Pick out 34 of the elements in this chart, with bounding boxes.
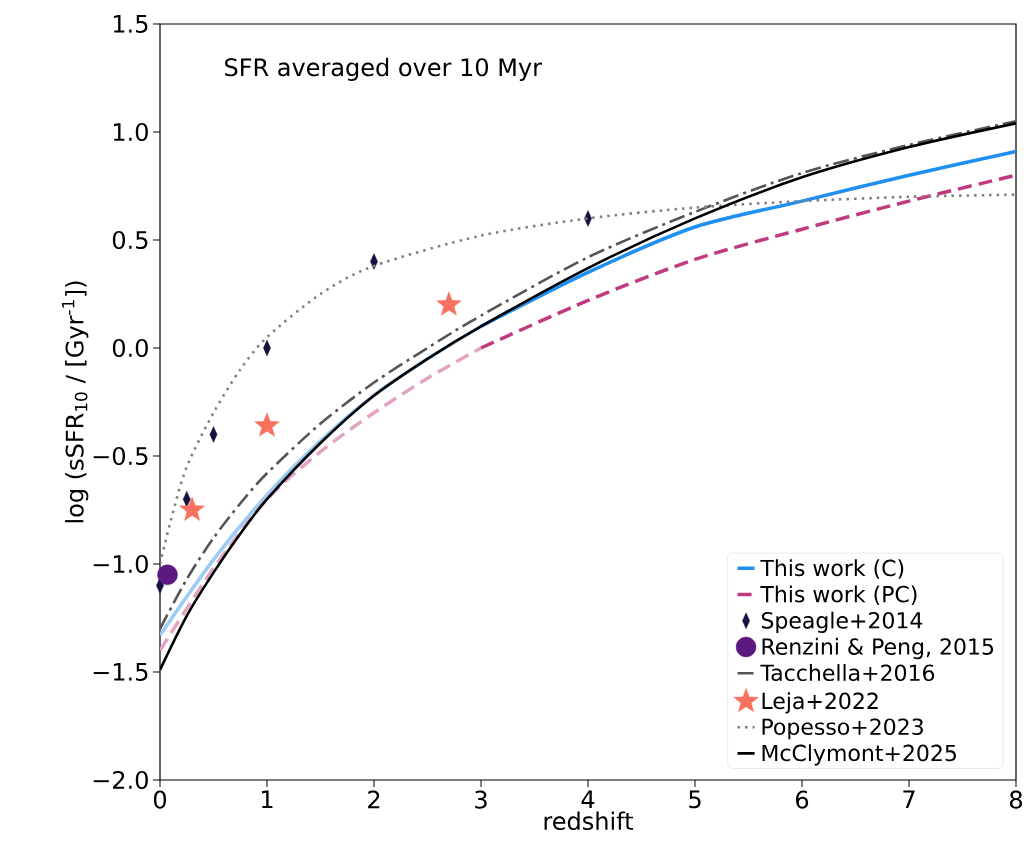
legend-label: McClymont+2025 xyxy=(762,744,956,766)
annotation: SFR averaged over 10 Myr xyxy=(225,57,543,81)
x-tick-label: 7 xyxy=(903,790,915,809)
x-tick-label: 1 xyxy=(262,790,273,809)
line-series xyxy=(479,173,1016,350)
point xyxy=(436,291,462,316)
y-tick-label: 1.5 xyxy=(113,15,148,33)
point xyxy=(157,564,178,585)
legend-label: Renzini & Peng, 2015 xyxy=(762,637,994,660)
x-tick-label: 4 xyxy=(581,790,595,809)
y-tick-label: 0.5 xyxy=(112,230,148,250)
legend-label: Tacchella+2016 xyxy=(760,664,935,682)
point xyxy=(179,496,205,521)
x-tick-label: 0 xyxy=(153,790,167,809)
x-tick-label: 6 xyxy=(796,790,809,809)
y-tick-label: −0.5 xyxy=(93,446,148,466)
x-tick-label: 2 xyxy=(368,790,380,809)
y-axis-title: log (sSFR$_{10}$ / [Gyr$^{-1}$]) xyxy=(62,281,89,523)
legend-label: This work (C) xyxy=(760,559,904,579)
x-tick-label: 8 xyxy=(1009,790,1022,809)
x-axis-title: redshift xyxy=(544,811,634,831)
y-tick-label: 0.0 xyxy=(112,338,148,358)
line-series xyxy=(479,149,1016,329)
y-tick-label: −1.5 xyxy=(93,663,148,681)
y-tick-label: 1.0 xyxy=(113,122,148,142)
y-tick-label: −1.0 xyxy=(93,554,148,574)
legend-label: This work (PC) xyxy=(760,585,917,606)
legend-label: Popesso+2023 xyxy=(762,718,923,740)
legend-label: Leja+2022 xyxy=(762,692,878,714)
legend-label: Speagle+2014 xyxy=(761,611,923,633)
x-tick-label: 5 xyxy=(689,790,701,809)
point xyxy=(254,412,280,437)
x-tick-label: 3 xyxy=(475,790,487,809)
y-tick-label: −2.0 xyxy=(93,770,148,790)
